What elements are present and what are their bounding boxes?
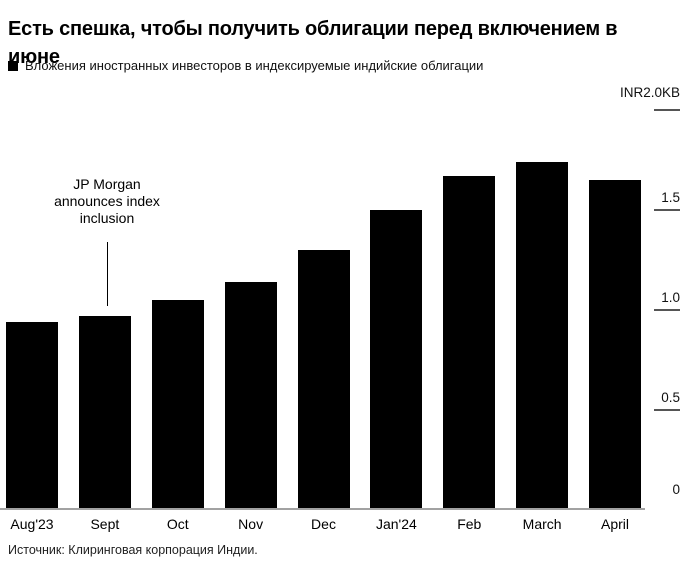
bar-sept bbox=[78, 315, 131, 509]
source-note: Источник: Клиринговая корпорация Индии. bbox=[8, 543, 258, 557]
y-tick-1-5: 1.5 bbox=[654, 190, 680, 211]
annotation-text: JP Morgan announces index inclusion bbox=[17, 176, 197, 227]
y-tick-dash bbox=[654, 309, 680, 311]
y-tick-2-0-dash bbox=[654, 109, 680, 111]
bar-dec bbox=[297, 249, 350, 509]
x-axis-label-sept: Sept bbox=[90, 516, 120, 532]
x-axis-label-nov: Nov bbox=[238, 516, 264, 532]
x-axis-label-oct: Oct bbox=[166, 516, 189, 532]
bar-march bbox=[516, 161, 569, 509]
bar-aug23 bbox=[6, 321, 58, 509]
plot-area bbox=[6, 110, 641, 509]
x-axis-label-april: April bbox=[600, 516, 629, 532]
x-axis-label-jan24: Jan'24 bbox=[375, 516, 417, 532]
x-axis-label-march: March bbox=[522, 516, 562, 532]
x-axis-labels: Aug'23 Sept Oct Nov Dec Jan'24 Feb March April bbox=[6, 516, 641, 532]
x-axis-label-feb: Feb bbox=[457, 516, 482, 532]
bar-oct bbox=[151, 299, 204, 509]
y-tick-label: 0.5 bbox=[661, 390, 680, 405]
legend-swatch-icon bbox=[8, 60, 18, 71]
x-axis-baseline bbox=[0, 508, 645, 510]
chart-title: Есть спешка, чтобы получить облигации пе… bbox=[8, 15, 677, 71]
bar-jan24 bbox=[370, 209, 423, 509]
y-tick-label: 1.0 bbox=[661, 290, 680, 305]
annotation-line1: JP Morgan bbox=[73, 176, 141, 192]
y-tick-label: 1.5 bbox=[661, 190, 680, 205]
bar-april bbox=[589, 179, 641, 509]
legend-label: Вложения иностранных инвесторов в индекс… bbox=[25, 58, 484, 73]
chart-title-line2: июне bbox=[8, 46, 60, 69]
y-tick-dash bbox=[654, 209, 680, 211]
annotation-line2: announces index bbox=[54, 193, 160, 209]
bar-feb bbox=[443, 175, 496, 509]
y-tick-1-0: 1.0 bbox=[654, 290, 680, 311]
legend: Вложения иностранных инвесторов в индекс… bbox=[8, 58, 483, 73]
y-tick-0: 0 bbox=[672, 482, 680, 497]
annotation-pointer-line bbox=[107, 242, 108, 306]
y-axis-unit-label: INR2.0KB bbox=[619, 85, 680, 100]
x-axis-label-dec: Dec bbox=[311, 516, 336, 532]
y-tick-0-5: 0.5 bbox=[654, 390, 680, 411]
annotation-line3: inclusion bbox=[79, 210, 135, 226]
bar-nov bbox=[224, 281, 277, 509]
y-tick-dash bbox=[654, 409, 680, 411]
x-axis-label-aug23: Aug'23 bbox=[10, 516, 54, 532]
chart-title-line1: Есть спешка, чтобы получить облигации пе… bbox=[8, 18, 618, 41]
